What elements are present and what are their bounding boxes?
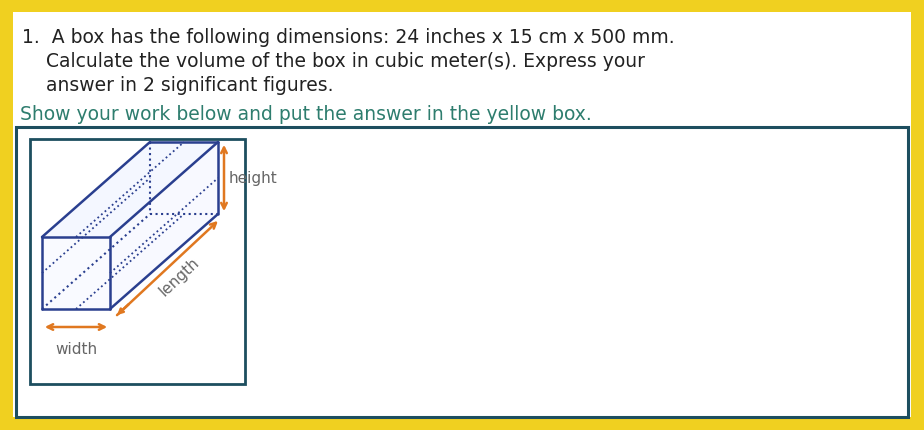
Text: height: height [229,171,278,186]
Text: Calculate the volume of the box in cubic meter(s). Express your: Calculate the volume of the box in cubic… [22,52,645,71]
Text: answer in 2 significant figures.: answer in 2 significant figures. [22,76,334,95]
Text: length: length [156,254,202,298]
Bar [16,128,908,417]
Text: width: width [55,341,97,356]
Polygon shape [42,143,218,237]
Text: 1.  A box has the following dimensions: 24 inches x 15 cm x 500 mm.: 1. A box has the following dimensions: 2… [22,28,675,47]
Bar [30,140,245,384]
Polygon shape [110,143,218,309]
Text: Show your work below and put the answer in the yellow box.: Show your work below and put the answer … [20,105,591,124]
Polygon shape [42,237,110,309]
